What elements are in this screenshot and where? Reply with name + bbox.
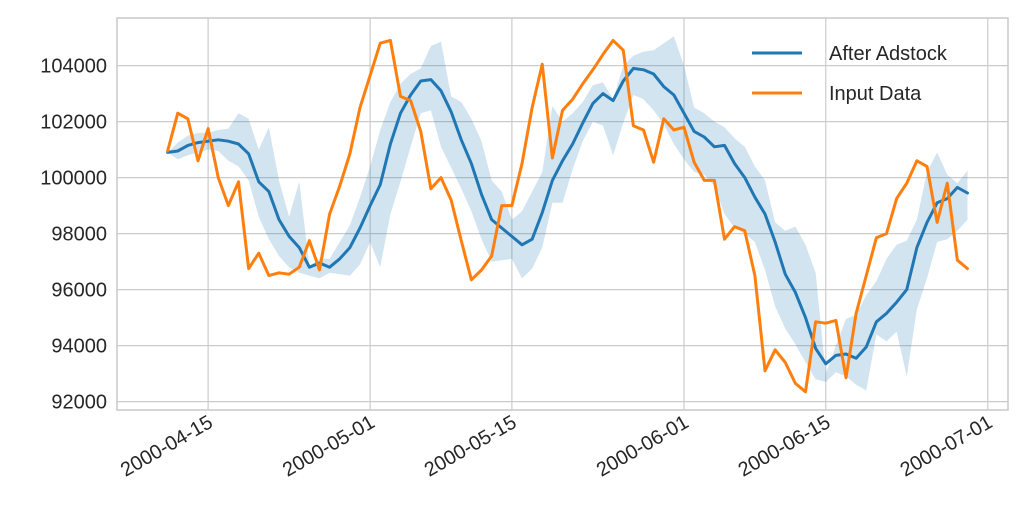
series-line-0 xyxy=(166,66,969,366)
y-tick-label: 98000 xyxy=(51,224,107,246)
plot-frame xyxy=(116,17,1009,411)
x-axis-ticks: 2000-04-15 2000-05-01 2000-05-15 2000-06-01… xyxy=(117,411,996,481)
y-tick-label: 92000 xyxy=(51,392,107,414)
legend-label: After Adstock xyxy=(829,43,948,65)
y-tick-label: 94000 xyxy=(51,336,107,358)
x-tick-label: 2000-04-15 xyxy=(117,411,217,481)
y-tick-label: 96000 xyxy=(51,280,107,302)
y-tick-label: 102000 xyxy=(40,112,107,134)
series-lines xyxy=(166,38,969,394)
legend-label: Input Data xyxy=(829,83,922,105)
x-tick-label: 2000-07-01 xyxy=(897,411,997,481)
y-axis-ticks: 92000 94000 96000 98000 100000 102000 104000 xyxy=(40,56,107,414)
x-tick-label: 2000-05-01 xyxy=(279,411,379,481)
y-tick-label: 100000 xyxy=(40,168,107,190)
x-tick-label: 2000-06-01 xyxy=(593,411,693,481)
x-tick-label: 2000-06-15 xyxy=(735,411,835,481)
series-line-1 xyxy=(166,38,969,394)
grid xyxy=(117,18,1008,410)
x-tick-label: 2000-05-15 xyxy=(421,411,521,481)
legend: After Adstock Input Data xyxy=(752,43,948,105)
y-tick-label: 104000 xyxy=(40,56,107,78)
